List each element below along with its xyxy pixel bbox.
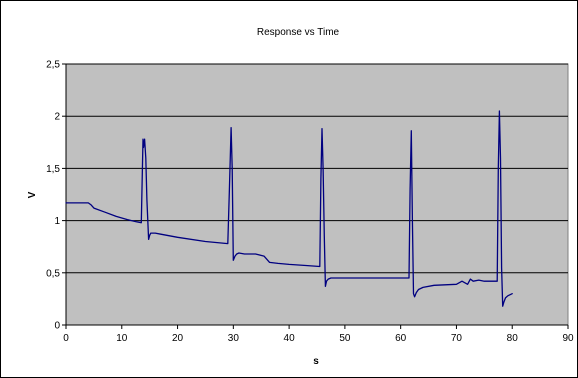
x-tick-label-4: 40 <box>284 333 296 344</box>
y-tick-label-1: 0,5 <box>46 268 60 279</box>
x-tick-label-5: 50 <box>339 333 351 344</box>
y-tick-label-3: 1,5 <box>46 164 60 175</box>
series-lines <box>65 110 513 307</box>
x-tick-label-3: 30 <box>228 333 240 344</box>
x-tick-label-8: 80 <box>507 333 519 344</box>
y-tick-label-4: 2 <box>54 112 60 123</box>
y-tick-label-0: 0 <box>54 321 60 332</box>
x-tick-label-6: 60 <box>395 333 407 344</box>
x-tick-label-1: 10 <box>116 333 128 344</box>
series-line-0 <box>65 110 513 307</box>
x-tick-label-7: 70 <box>451 333 463 344</box>
x-tick-label-2: 20 <box>172 333 184 344</box>
x-axis-title: s <box>313 356 319 367</box>
y-axis-title: V <box>27 191 38 198</box>
x-axis-tick-labels: 0 10 20 30 40 50 60 70 80 90 <box>63 333 574 344</box>
y-axis-tick-labels: 0 0,5 1 1,5 2 2,5 <box>46 60 60 332</box>
chart-title: Response vs Time <box>257 27 340 38</box>
y-tick-label-2: 1 <box>54 216 60 227</box>
y-tick-label-5: 2,5 <box>46 60 60 71</box>
x-tick-label-0: 0 <box>63 333 69 344</box>
x-tick-label-9: 90 <box>562 333 574 344</box>
axes <box>62 63 569 329</box>
gridlines <box>66 63 568 274</box>
